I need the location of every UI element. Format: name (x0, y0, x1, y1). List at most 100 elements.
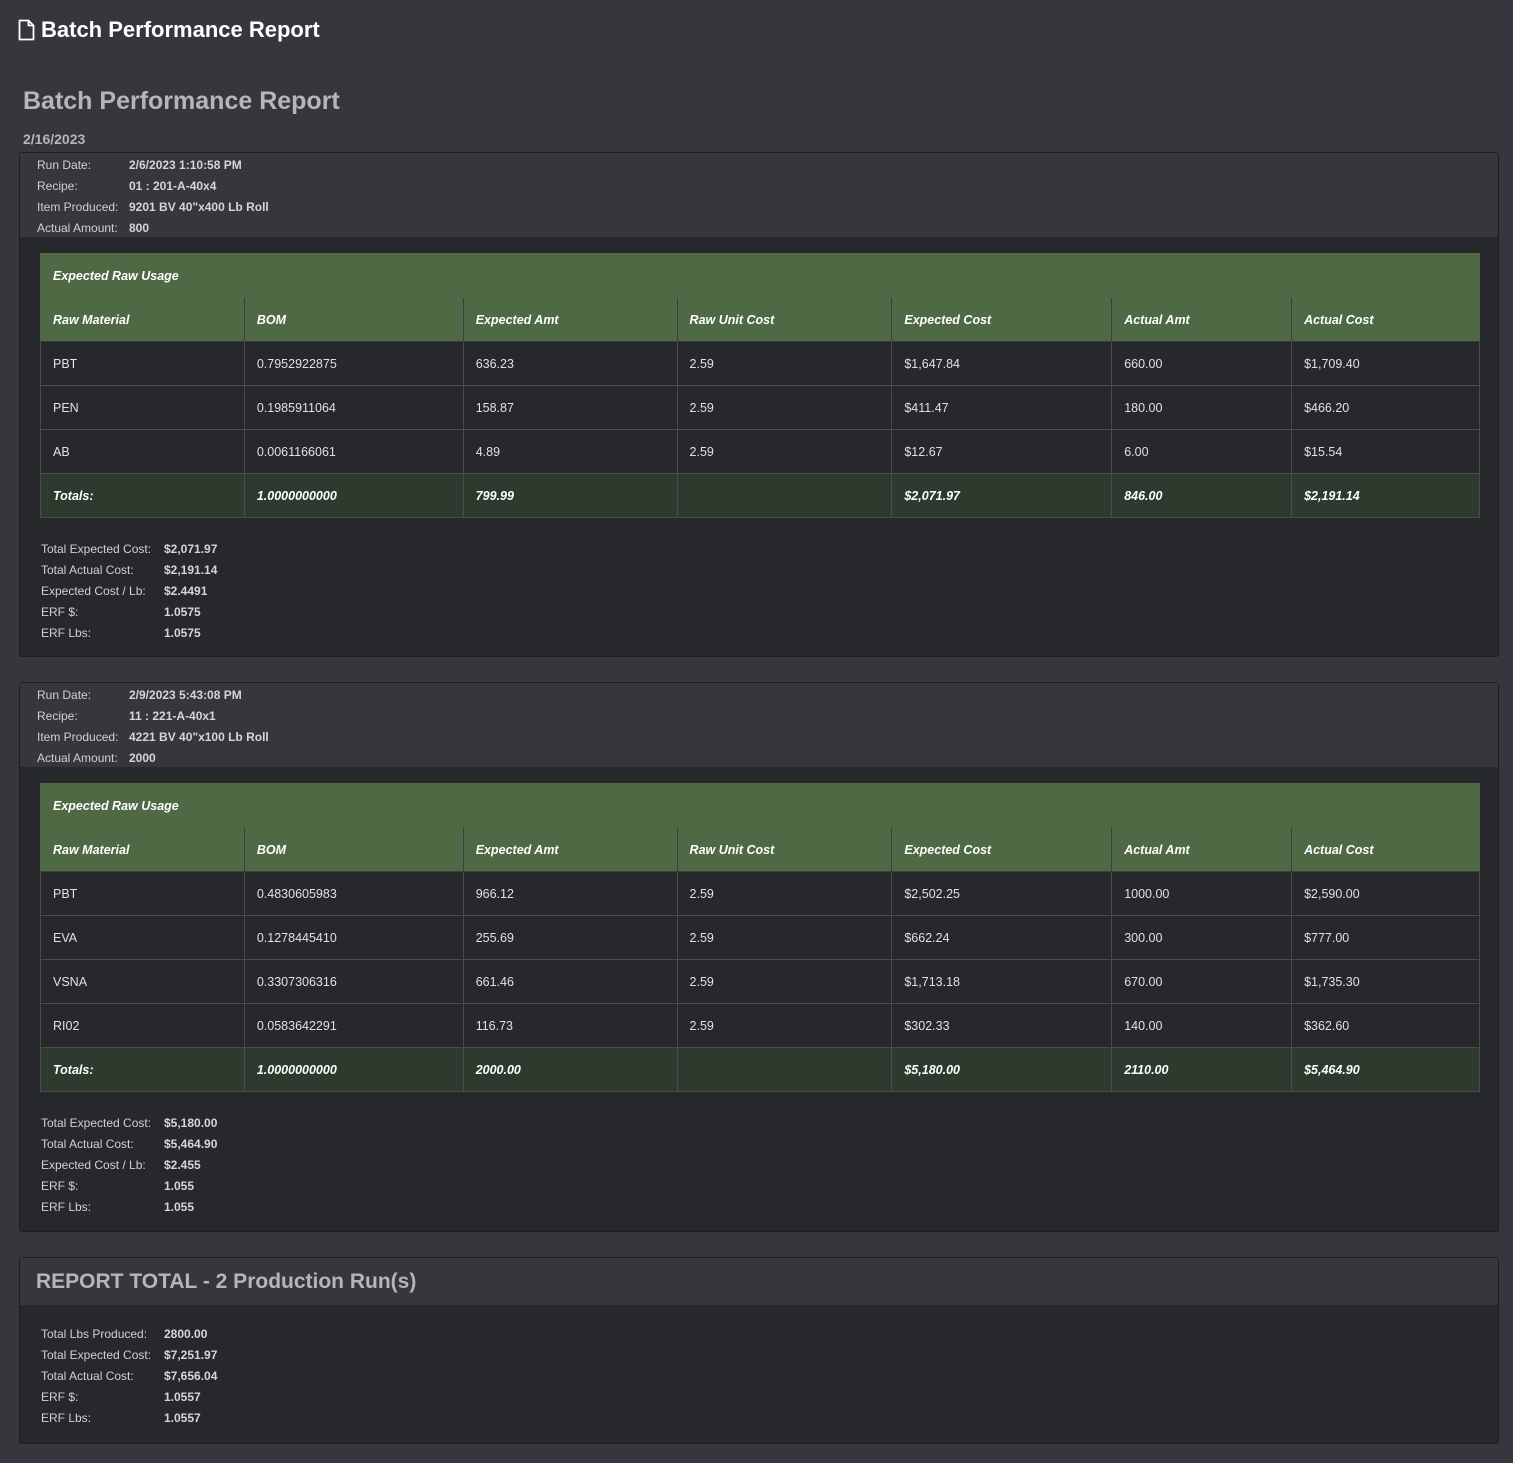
erf-dollars-value: 1.0557 (164, 1389, 201, 1404)
summary-row: Expected Cost / Lb: $2.455 (41, 1154, 1498, 1175)
table-cell: $2,502.25 (891, 871, 1113, 916)
report-total-summary: Total Lbs Produced: 2800.00 Total Expecte… (20, 1305, 1498, 1428)
table-cell: 2.59 (676, 915, 893, 960)
table-cell: 2.59 (676, 871, 893, 916)
table-cell: PEN (40, 385, 245, 430)
run-summary: Total Expected Cost: $2,071.97 Total Actu… (20, 518, 1498, 643)
table-cell: 0.0061166061 (243, 429, 464, 474)
recipe-row: Recipe: 01 : 201-A-40x4 (37, 175, 1498, 196)
erf-dollars-label: ERF $: (41, 1389, 79, 1404)
table-cell: 6.00 (1111, 429, 1293, 474)
table-cell: 2.59 (676, 385, 893, 430)
recipe-label: Recipe: (37, 708, 78, 723)
total-expected-cost-value: $5,180.00 (164, 1115, 218, 1130)
totals-label: Totals: (40, 1047, 245, 1092)
table-cell: $466.20 (1291, 385, 1480, 430)
table-cell: $1,709.40 (1291, 341, 1480, 386)
item-produced-label: Item Produced: (37, 729, 119, 744)
table-cell: 0.1278445410 (243, 915, 464, 960)
erf-lbs-label: ERF Lbs: (41, 1199, 92, 1214)
usage-table-wrap: Expected Raw Usage Raw Material BOM Expe… (20, 767, 1498, 1092)
table-cell: 660.00 (1111, 341, 1293, 386)
actual-amount-label: Actual Amount: (37, 750, 118, 765)
expected-raw-usage-table: Expected Raw Usage Raw Material BOM Expe… (40, 783, 1480, 1092)
run-date-value: 2/9/2023 5:43:08 PM (129, 687, 242, 702)
table-cell: 670.00 (1111, 959, 1293, 1004)
run-date-label: Run Date: (37, 157, 92, 172)
item-produced-row: Item Produced: 9201 BV 40"x400 Lb Roll (37, 196, 1498, 217)
erf-lbs-label: ERF Lbs: (41, 625, 92, 640)
total-lbs-produced-label: Total Lbs Produced: (41, 1326, 148, 1341)
table-cell: $1,713.18 (891, 959, 1113, 1004)
summary-row: Expected Cost / Lb: $2.4491 (41, 580, 1498, 601)
table-cell: $1,735.30 (1291, 959, 1480, 1004)
total-actual-cost-label: Total Actual Cost: (41, 1136, 134, 1151)
recipe-value: 11 : 221-A-40x1 (129, 708, 216, 723)
totals-label: Totals: (40, 473, 245, 518)
summary-row: ERF Lbs: 1.0557 (41, 1407, 1498, 1428)
column-header: Expected Amt (462, 827, 678, 872)
total-actual-cost-label: Total Actual Cost: (41, 1368, 134, 1383)
table-cell: $777.00 (1291, 915, 1480, 960)
erf-dollars-value: 1.055 (164, 1178, 195, 1193)
table-cell: $12.67 (891, 429, 1113, 474)
actual-amount-value: 800 (129, 220, 150, 235)
table-cell: 2.59 (676, 341, 893, 386)
app-title: Batch Performance Report (41, 17, 320, 42)
total-actual-cost-value: $5,464.90 (164, 1136, 218, 1151)
column-header: Raw Material (40, 297, 245, 342)
table-cell: $2,590.00 (1291, 871, 1480, 916)
usage-table-wrap: Expected Raw Usage Raw Material BOM Expe… (20, 237, 1498, 518)
column-header: Expected Amt (462, 297, 678, 342)
table-cell (676, 1047, 893, 1092)
total-actual-cost-value: $7,656.04 (164, 1368, 218, 1383)
table-caption: Expected Raw Usage (40, 253, 1480, 298)
table-cell: PBT (40, 341, 245, 386)
table-row: EVA 0.1278445410 255.69 2.59 $662.24 300… (40, 915, 1480, 960)
table-cell: 966.12 (462, 871, 678, 916)
table-cell: PBT (40, 871, 245, 916)
total-expected-cost-label: Total Expected Cost: (41, 1347, 152, 1362)
expected-cost-per-lb-value: $2.455 (164, 1157, 201, 1172)
totals-row: Totals: 1.0000000000 2000.00 $5,180.00 2… (40, 1047, 1480, 1092)
table-cell: 2.59 (676, 429, 893, 474)
column-header: BOM (243, 297, 464, 342)
expected-raw-usage-table: Expected Raw Usage Raw Material BOM Expe… (40, 253, 1480, 518)
table-row: PBT 0.7952922875 636.23 2.59 $1,647.84 6… (40, 341, 1480, 386)
table-cell: 2.59 (676, 1003, 893, 1048)
table-cell: 636.23 (462, 341, 678, 386)
table-cell: 4.89 (462, 429, 678, 474)
run-date-row: Run Date: 2/6/2023 1:10:58 PM (37, 154, 1498, 175)
actual-amount-row: Actual Amount: 800 (37, 217, 1498, 238)
item-produced-value: 9201 BV 40"x400 Lb Roll (129, 199, 269, 214)
document-icon (18, 19, 35, 41)
run-date-row: Run Date: 2/9/2023 5:43:08 PM (37, 684, 1498, 705)
total-actual-cost-value: $2,191.14 (164, 562, 218, 577)
table-cell: 0.0583642291 (243, 1003, 464, 1048)
table-cell: 2.59 (676, 959, 893, 1004)
table-cell: 0.1985911064 (243, 385, 464, 430)
run-meta: Run Date: 2/6/2023 1:10:58 PM Recipe: 01 :… (20, 153, 1498, 237)
report-date: 2/16/2023 (23, 131, 86, 147)
actual-amount-row: Actual Amount: 2000 (37, 747, 1498, 768)
table-cell: 180.00 (1111, 385, 1293, 430)
table-cell: 1.0000000000 (243, 473, 464, 518)
table-cell: 1.0000000000 (243, 1047, 464, 1092)
table-cell: $302.33 (891, 1003, 1113, 1048)
table-cell: 2110.00 (1111, 1047, 1293, 1092)
run-summary: Total Expected Cost: $5,180.00 Total Actu… (20, 1092, 1498, 1217)
run-date-label: Run Date: (37, 687, 92, 702)
table-cell: 0.4830605983 (243, 871, 464, 916)
summary-row: Total Actual Cost: $5,464.90 (41, 1133, 1498, 1154)
column-header: Actual Cost (1291, 827, 1480, 872)
erf-lbs-value: 1.0557 (164, 1410, 201, 1425)
table-cell: 0.7952922875 (243, 341, 464, 386)
table-cell: $662.24 (891, 915, 1113, 960)
erf-dollars-value: 1.0575 (164, 604, 201, 619)
table-cell: AB (40, 429, 245, 474)
table-cell: $5,464.90 (1291, 1047, 1480, 1092)
table-cell: $2,071.97 (891, 473, 1113, 518)
production-run-panel: Run Date: 2/9/2023 5:43:08 PM Recipe: 11 :… (19, 682, 1499, 1232)
summary-row: ERF Lbs: 1.0575 (41, 622, 1498, 643)
summary-row: ERF $: 1.0557 (41, 1386, 1498, 1407)
